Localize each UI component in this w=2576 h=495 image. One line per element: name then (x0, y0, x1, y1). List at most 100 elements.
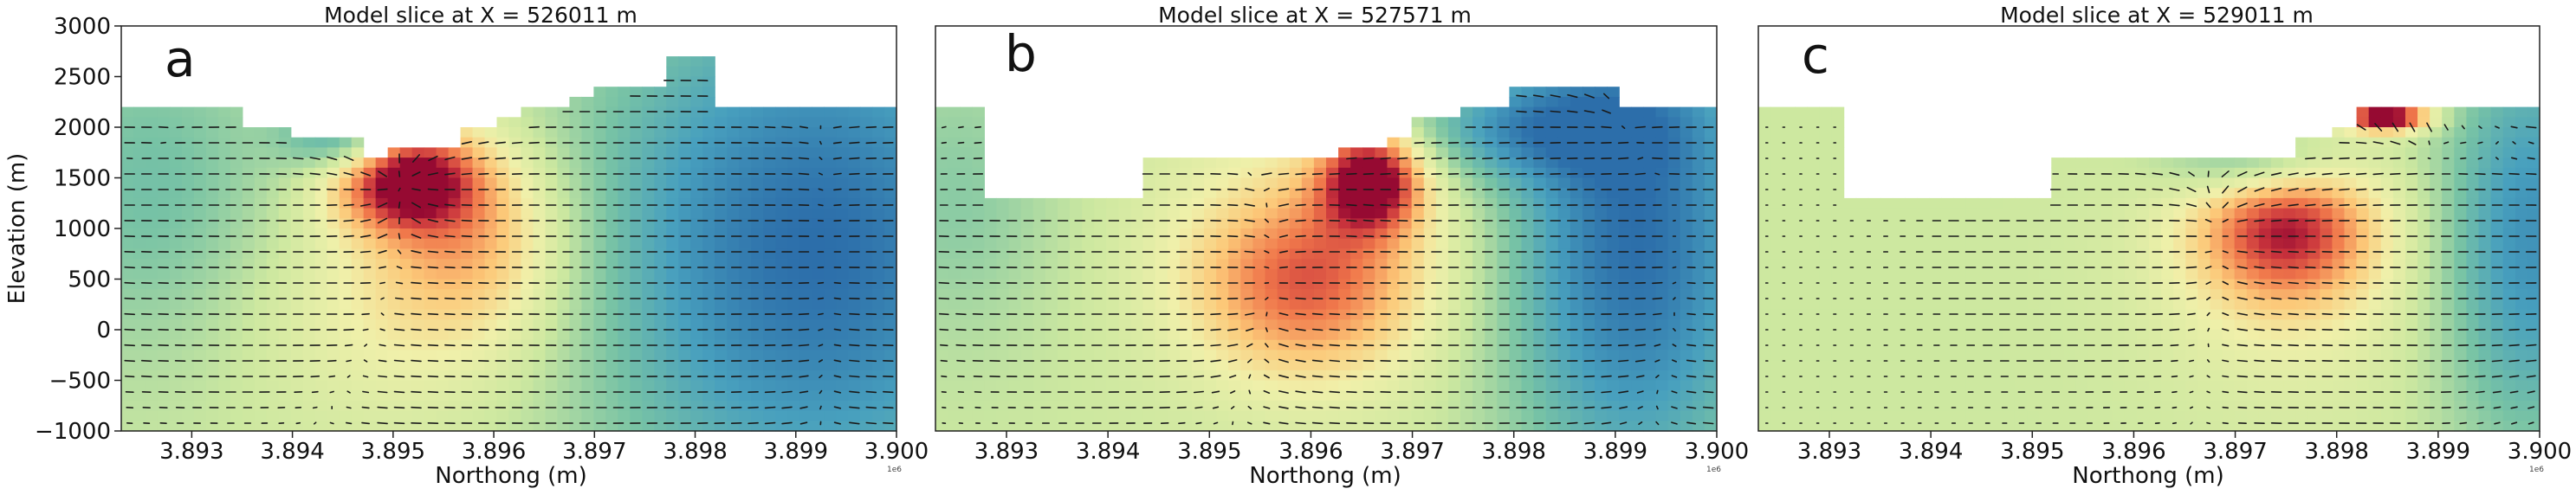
heatmap-cell (1228, 309, 1241, 320)
heatmap-cell (690, 106, 703, 118)
heatmap-cell (593, 238, 606, 249)
heatmap-cell (972, 289, 985, 300)
heatmap-cell (424, 390, 437, 402)
heatmap-cell (1460, 390, 1473, 402)
heatmap-cell (630, 228, 643, 240)
heatmap-cell (1070, 330, 1083, 341)
heatmap-cell (1032, 228, 1046, 240)
heatmap-cell (1252, 299, 1266, 311)
heatmap-cell (618, 137, 631, 148)
heatmap-cell (948, 147, 961, 158)
heatmap-cell (569, 228, 582, 240)
heatmap-cell (642, 167, 655, 179)
vector-arrow (511, 157, 523, 160)
heatmap-cell (948, 360, 961, 371)
heatmap-cell (157, 208, 171, 219)
heatmap-cell (1265, 279, 1278, 290)
heatmap-cell (812, 117, 825, 128)
vector-arrow (124, 359, 135, 363)
heatmap-cell (1289, 279, 1303, 290)
vector-arrow (411, 154, 421, 163)
heatmap-cell (557, 380, 571, 391)
heatmap-cell (1607, 137, 1620, 148)
heatmap-cell (1607, 350, 1620, 361)
heatmap-cell (157, 289, 171, 300)
heatmap-cell (751, 218, 764, 229)
vector-arrow (292, 172, 304, 176)
heatmap-cell (436, 380, 450, 391)
heatmap-cell (1106, 390, 1119, 402)
heatmap-cell (242, 360, 256, 371)
heatmap-cell (545, 350, 559, 361)
heatmap-cell (1106, 279, 1119, 290)
heatmap-cell (1643, 400, 1657, 412)
heatmap-cell (411, 370, 425, 382)
heatmap-cell (1130, 289, 1144, 300)
heatmap-cell (605, 218, 618, 229)
heatmap-cell (812, 177, 825, 189)
heatmap-cell (472, 360, 486, 371)
y-tick-label: 1500 (54, 166, 111, 192)
heatmap-cell (884, 228, 897, 240)
heatmap-cell (1643, 137, 1657, 148)
heatmap-cell (1350, 158, 1363, 169)
vector-arrow (411, 281, 422, 285)
heatmap-cell (1094, 279, 1107, 290)
heatmap-cell (1106, 208, 1119, 219)
heatmap-cell (1497, 158, 1510, 169)
heatmap-cell (424, 188, 437, 199)
heatmap-cell (351, 238, 365, 249)
vector-arrow (781, 421, 793, 425)
heatmap-cell (1057, 319, 1071, 331)
heatmap-cell (1082, 400, 1095, 412)
heatmap-cell (1082, 197, 1095, 209)
heatmap-cell (314, 410, 328, 421)
heatmap-cell (860, 188, 873, 199)
heatmap-cell (690, 360, 703, 371)
heatmap-cell (302, 309, 316, 320)
heatmap-cell (1667, 268, 1681, 280)
heatmap-cell (1570, 177, 1583, 189)
heatmap-cell (1252, 177, 1266, 189)
heatmap-cell (193, 208, 207, 219)
heatmap-cell (605, 106, 618, 118)
vector-arrow (343, 219, 354, 222)
heatmap-cell (775, 188, 788, 199)
heatmap-cell (1423, 208, 1437, 219)
heatmap-cell (1557, 137, 1571, 148)
heatmap-cell (1655, 228, 1669, 240)
heatmap-cell (690, 238, 703, 249)
heatmap-cell (642, 208, 655, 219)
vector-arrow (764, 375, 776, 378)
heatmap-cell (654, 279, 667, 290)
heatmap-cell (1423, 309, 1437, 320)
heatmap-cell (972, 208, 985, 219)
heatmap-cell (1130, 339, 1144, 350)
vector-arrow (461, 219, 473, 222)
heatmap-cell (460, 127, 474, 138)
heatmap-cell (557, 330, 571, 341)
heatmap-cell (230, 268, 243, 280)
heatmap-cell (145, 390, 159, 402)
heatmap-cell (363, 350, 377, 361)
heatmap-cell (751, 228, 764, 240)
heatmap-cell (1595, 248, 1608, 260)
heatmap-cell (848, 127, 861, 138)
heatmap-cell (1032, 238, 1046, 249)
heatmap-cell (1082, 248, 1095, 260)
heatmap-cell (702, 66, 715, 78)
heatmap-cell (569, 279, 582, 290)
heatmap-cell (460, 228, 474, 240)
heatmap-cell (799, 350, 812, 361)
heatmap-cell (593, 421, 606, 432)
heatmap-cell (1680, 147, 1693, 158)
heatmap-cell (666, 228, 679, 240)
heatmap-cell (484, 289, 498, 300)
heatmap-cell (1497, 248, 1510, 260)
heatmap-cell (1020, 228, 1034, 240)
heatmap-cell (436, 167, 450, 179)
heatmap-cell (1497, 106, 1510, 118)
heatmap-cell (642, 319, 655, 331)
heatmap-cell (145, 279, 159, 290)
heatmap-cell (1191, 421, 1205, 432)
